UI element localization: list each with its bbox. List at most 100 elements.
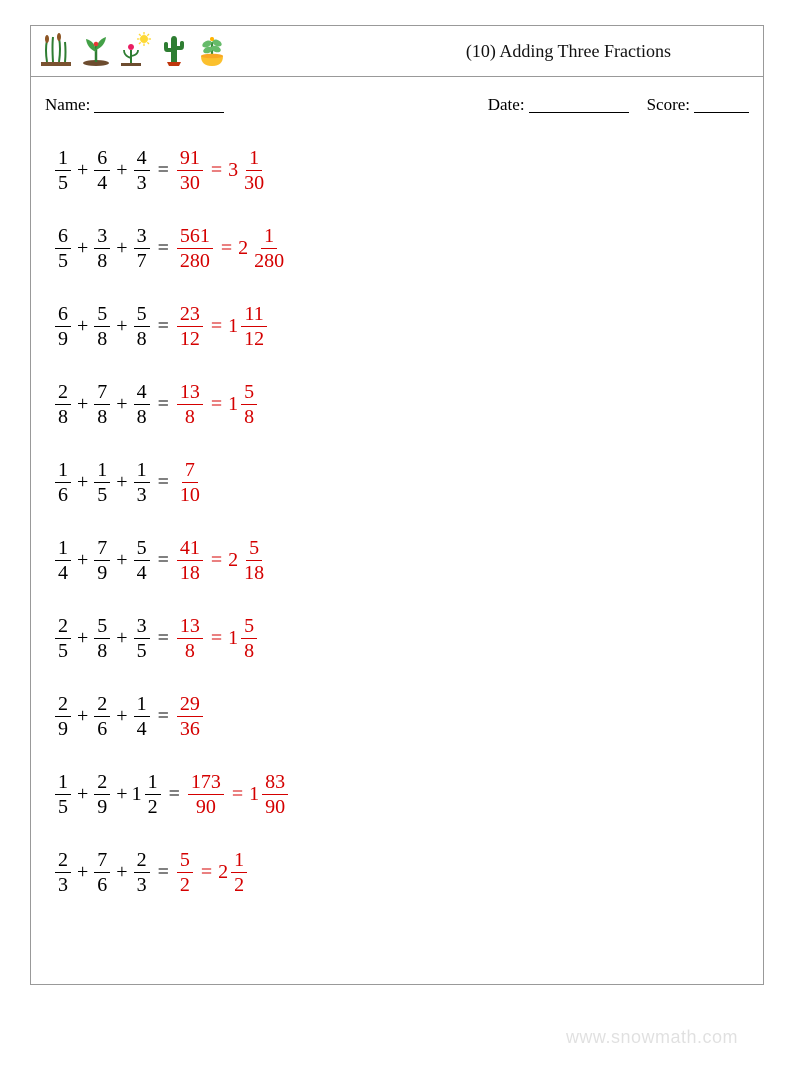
numerator: 1 <box>145 772 161 795</box>
numerator: 29 <box>177 694 203 717</box>
denominator: 5 <box>55 639 71 661</box>
denominator: 8 <box>94 249 110 271</box>
numerator: 3 <box>94 226 110 249</box>
numerator: 3 <box>134 226 150 249</box>
numerator: 1 <box>55 460 71 483</box>
numerator: 23 <box>177 304 203 327</box>
fraction: 1112 <box>241 304 267 349</box>
equals-sign: = <box>211 159 222 182</box>
fraction: 1280 <box>251 226 287 271</box>
problem-row: 25+58+35=138=158 <box>53 599 741 677</box>
problems-container: 15+64+43=9130=313065+38+37=561280=212806… <box>31 121 763 921</box>
plus-sign: + <box>77 237 88 260</box>
equals-sign: = <box>158 861 169 884</box>
fraction: 52 <box>177 850 193 895</box>
numerator: 1 <box>246 148 262 171</box>
denominator: 5 <box>94 483 110 505</box>
equals-sign: = <box>158 471 169 494</box>
fraction: 69 <box>55 304 71 349</box>
fraction: 25 <box>55 616 71 661</box>
problem-row: 69+58+58=2312=11112 <box>53 287 741 365</box>
plus-sign: + <box>77 159 88 182</box>
numerator: 2 <box>55 382 71 405</box>
denominator: 10 <box>177 483 203 505</box>
plus-sign: + <box>116 705 127 728</box>
fraction: 561280 <box>177 226 213 271</box>
denominator: 90 <box>193 795 219 817</box>
mixed-number: 11112 <box>228 304 269 349</box>
whole-part: 1 <box>249 783 259 806</box>
denominator: 3 <box>134 483 150 505</box>
numerator: 4 <box>134 382 150 405</box>
plus-sign: + <box>77 549 88 572</box>
fraction: 23 <box>55 850 71 895</box>
score-blank[interactable] <box>694 95 749 113</box>
fraction: 28 <box>55 382 71 427</box>
numerator: 2 <box>55 694 71 717</box>
denominator: 8 <box>241 405 257 427</box>
numerator: 1 <box>134 460 150 483</box>
fraction: 29 <box>55 694 71 739</box>
header-icons <box>41 32 227 71</box>
plus-sign: + <box>116 393 127 416</box>
denominator: 36 <box>177 717 203 739</box>
fraction: 76 <box>94 850 110 895</box>
equals-sign: = <box>211 627 222 650</box>
denominator: 8 <box>182 639 198 661</box>
sprout-icon <box>81 32 111 71</box>
denominator: 18 <box>241 561 267 583</box>
plus-sign: + <box>77 861 88 884</box>
plus-sign: + <box>116 549 127 572</box>
fraction: 38 <box>94 226 110 271</box>
fraction: 58 <box>94 304 110 349</box>
fraction: 29 <box>94 772 110 817</box>
fraction: 23 <box>134 850 150 895</box>
denominator: 3 <box>55 873 71 895</box>
fraction: 9130 <box>177 148 203 193</box>
mixed-number: 3130 <box>228 148 269 193</box>
denominator: 8 <box>134 327 150 349</box>
fraction: 16 <box>55 460 71 505</box>
problem-row: 14+79+54=4118=2518 <box>53 521 741 599</box>
equals-sign: = <box>211 549 222 572</box>
fraction: 35 <box>134 616 150 661</box>
equals-sign: = <box>169 783 180 806</box>
name-blank[interactable] <box>94 95 224 113</box>
fraction: 58 <box>134 304 150 349</box>
numerator: 5 <box>241 382 257 405</box>
problem-row: 65+38+37=561280=21280 <box>53 209 741 287</box>
plus-sign: + <box>116 237 127 260</box>
header: (10) Adding Three Fractions <box>31 26 763 77</box>
plus-sign: + <box>116 783 127 806</box>
plus-sign: + <box>77 471 88 494</box>
name-label: Name: <box>45 95 90 115</box>
meta-line: Name: Date: Score: <box>31 77 763 121</box>
denominator: 12 <box>241 327 267 349</box>
denominator: 30 <box>241 171 267 193</box>
fraction: 64 <box>94 148 110 193</box>
score-label: Score: <box>647 95 690 115</box>
mixed-number: 18390 <box>249 772 290 817</box>
worksheet-title: (10) Adding Three Fractions <box>466 41 751 62</box>
numerator: 5 <box>134 304 150 327</box>
numerator: 91 <box>177 148 203 171</box>
numerator: 11 <box>241 304 266 327</box>
reeds-icon <box>41 32 71 71</box>
equals-sign: = <box>158 315 169 338</box>
numerator: 5 <box>177 850 193 873</box>
problem-row: 23+76+23=52=212 <box>53 833 741 911</box>
fraction: 37 <box>134 226 150 271</box>
numerator: 7 <box>94 850 110 873</box>
fraction: 2936 <box>177 694 203 739</box>
numerator: 2 <box>134 850 150 873</box>
numerator: 173 <box>188 772 224 795</box>
equals-sign: = <box>158 393 169 416</box>
plus-sign: + <box>116 315 127 338</box>
fraction: 65 <box>55 226 71 271</box>
denominator: 5 <box>55 171 71 193</box>
fraction: 13 <box>134 460 150 505</box>
fraction: 8390 <box>262 772 288 817</box>
fraction: 12 <box>231 850 247 895</box>
problem-row: 29+26+14=2936 <box>53 677 741 755</box>
date-blank[interactable] <box>529 95 629 113</box>
